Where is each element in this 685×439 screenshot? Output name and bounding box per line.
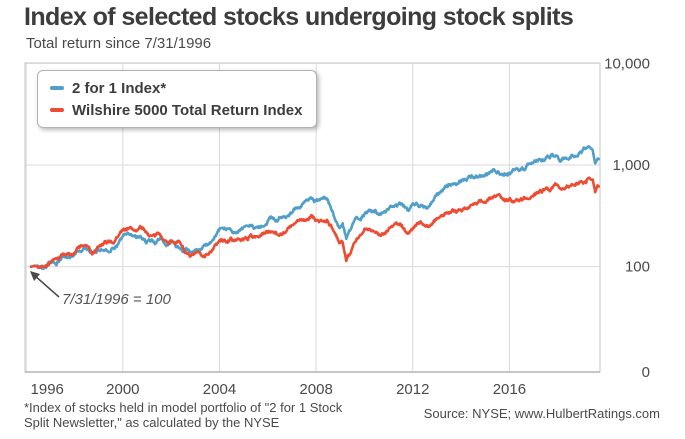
legend-item-2for1: 2 for 1 Index* — [50, 77, 302, 99]
x-axis-tick-label: 2016 — [493, 381, 526, 398]
chart-subtitle: Total return since 7/31/1996 — [26, 35, 212, 52]
legend-label-2for1: 2 for 1 Index* — [72, 79, 167, 97]
y-axis-tick-label: 100 — [625, 259, 650, 276]
legend: 2 for 1 Index* Wilshire 5000 Total Retur… — [37, 70, 318, 128]
base-value-annotation: 7/31/1996 = 100 — [62, 291, 171, 308]
x-axis-tick-label: 2000 — [106, 381, 139, 398]
x-axis-tick-label: 2012 — [396, 381, 429, 398]
legend-item-wilshire: Wilshire 5000 Total Return Index — [50, 99, 302, 121]
footnote-line1: *Index of stocks held in model portfolio… — [24, 400, 343, 415]
x-axis-tick-label: 1996 — [31, 381, 64, 398]
red-line-swatch-icon — [50, 108, 64, 112]
y-axis-tick-label: 10,000 — [604, 55, 650, 72]
legend-label-wilshire: Wilshire 5000 Total Return Index — [72, 101, 303, 119]
chart-title: Index of selected stocks undergoing stoc… — [24, 3, 574, 31]
x-axis-tick-label: 2008 — [299, 381, 332, 398]
y-axis-tick-label: 0 — [642, 364, 650, 381]
series-line-2for1 — [29, 145, 600, 270]
blue-line-swatch-icon — [50, 86, 64, 90]
footnote-line2: Split Newsletter," as calculated by the … — [24, 415, 280, 430]
annotation-arrow — [30, 271, 60, 298]
source-attribution: Source: NYSE; www.HulbertRatings.com — [423, 406, 660, 421]
series-line-wilshire — [29, 176, 600, 270]
footnote: *Index of stocks held in model portfolio… — [24, 400, 342, 430]
x-axis-tick-label: 2004 — [203, 381, 236, 398]
y-axis-tick-label: 1,000 — [612, 157, 650, 174]
